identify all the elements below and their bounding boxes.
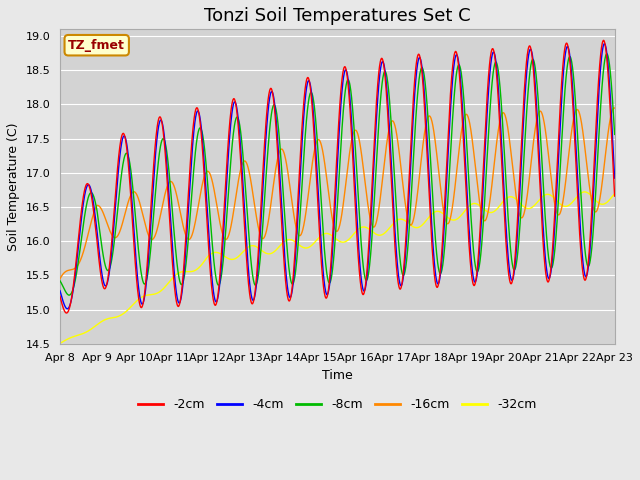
Y-axis label: Soil Temperature (C): Soil Temperature (C) <box>7 122 20 251</box>
Text: TZ_fmet: TZ_fmet <box>68 39 125 52</box>
Legend: -2cm, -4cm, -8cm, -16cm, -32cm: -2cm, -4cm, -8cm, -16cm, -32cm <box>133 393 541 416</box>
Title: Tonzi Soil Temperatures Set C: Tonzi Soil Temperatures Set C <box>204 7 470 25</box>
X-axis label: Time: Time <box>322 369 353 382</box>
